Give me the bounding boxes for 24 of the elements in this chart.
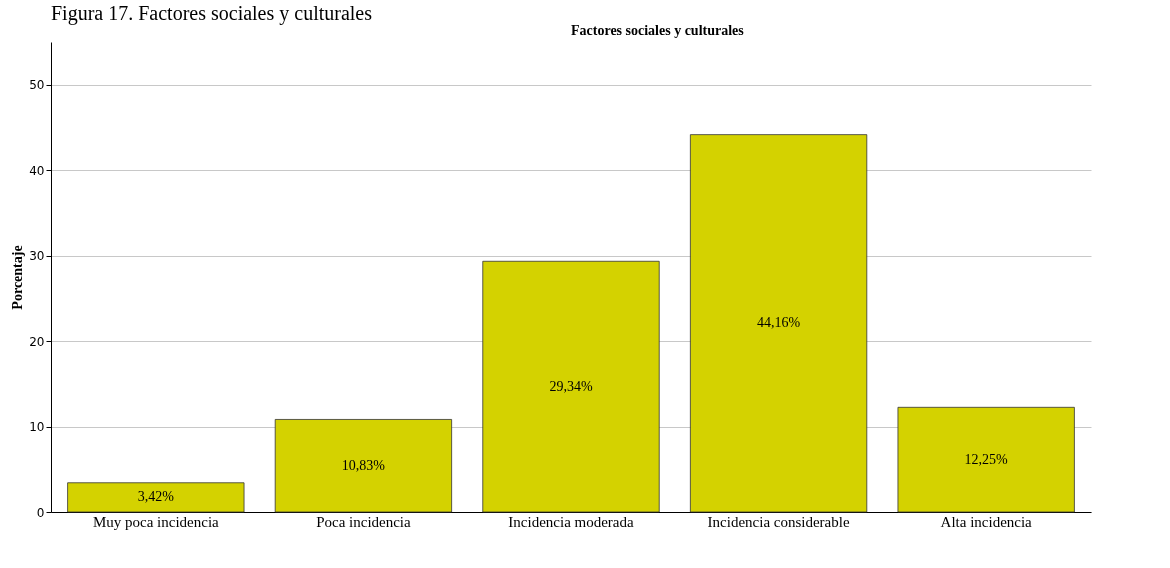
data-label: 3,42% <box>137 489 175 505</box>
y-tick-label: 40 <box>29 163 45 178</box>
bar <box>689 134 868 513</box>
bar <box>897 406 1075 513</box>
x-tick-label: Alta incidencia <box>940 513 1033 530</box>
data-label: 12,25% <box>964 451 1009 467</box>
data-label: 44,16% <box>757 315 801 331</box>
bar <box>274 419 453 513</box>
bar <box>482 260 660 513</box>
x-tick-label: Muy poca incidencia <box>92 513 220 530</box>
bar <box>67 482 245 513</box>
y-tick-label: 50 <box>29 78 45 93</box>
chart-subtitle: Factores sociales y culturales <box>571 23 745 38</box>
data-label: 29,34% <box>549 378 593 394</box>
chart-title: Figura 17. Factores sociales y culturales <box>51 2 373 25</box>
x-tick-label: Incidencia moderada <box>508 513 635 530</box>
data-label: 10,83% <box>341 457 386 473</box>
y-axis-title: Porcentaje <box>10 245 26 310</box>
x-tick-label: Poca incidencia <box>316 513 412 530</box>
y-tick-label: 0 <box>36 505 45 520</box>
y-tick-label: 10 <box>29 420 45 435</box>
x-tick-label: Incidencia considerable <box>707 513 850 530</box>
y-tick-label: 30 <box>29 249 45 264</box>
y-tick-label: 20 <box>29 334 45 349</box>
